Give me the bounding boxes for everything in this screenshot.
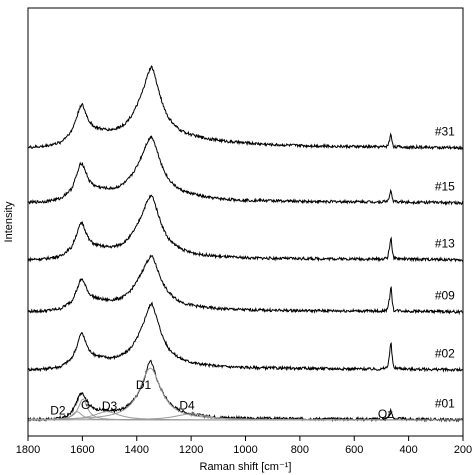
spectrum-labels: #01 #02 #09 #13 #15 #31 D2 G D3 D1 D4 Qz (50, 124, 455, 420)
peak-label-d2: D2 (50, 403, 66, 417)
spectrum-line-02 (27, 301, 464, 373)
x-tick-label: 1800 (16, 444, 40, 456)
x-tick-label: 600 (345, 444, 363, 456)
x-tick-label: 800 (291, 444, 309, 456)
spectrum-label-31: #31 (435, 124, 455, 138)
peak-label-d1: D1 (136, 378, 152, 392)
fit-component-d1 (28, 367, 463, 421)
spectrum-line-13 (27, 194, 464, 263)
spectrum-label-02: #02 (435, 346, 455, 360)
x-axis-title: Raman shift [cm⁻¹] (200, 461, 292, 473)
spectrum-label-13: #13 (435, 236, 455, 250)
x-tick-label: 400 (399, 444, 417, 456)
y-axis-title: Intensity (3, 201, 15, 242)
x-tick-label: 1000 (233, 444, 257, 456)
peak-label-qz: Qz (378, 407, 393, 421)
spectrum-line-01 (27, 359, 464, 423)
spectrum-line-15 (27, 135, 464, 206)
spectrum-line-09 (27, 254, 464, 316)
peak-label-d3: D3 (102, 399, 118, 413)
axes: 1800 1600 1400 1200 1000 800 600 400 200 (16, 7, 472, 456)
plot-frame (27, 7, 464, 437)
spectrum-line-31 (27, 65, 464, 151)
x-tick-label: 1200 (179, 444, 203, 456)
x-tick-label: 1600 (70, 444, 94, 456)
x-tick-label: 200 (454, 444, 472, 456)
x-tick-label: 1400 (125, 444, 149, 456)
peak-label-g: G (81, 398, 90, 412)
peak-label-d4: D4 (179, 399, 195, 413)
plot-area (27, 65, 464, 423)
spectrum-label-15: #15 (435, 179, 455, 193)
spectrum-label-01: #01 (435, 396, 455, 410)
spectrum-label-09: #09 (435, 288, 455, 302)
fit-component-d4 (28, 413, 463, 421)
